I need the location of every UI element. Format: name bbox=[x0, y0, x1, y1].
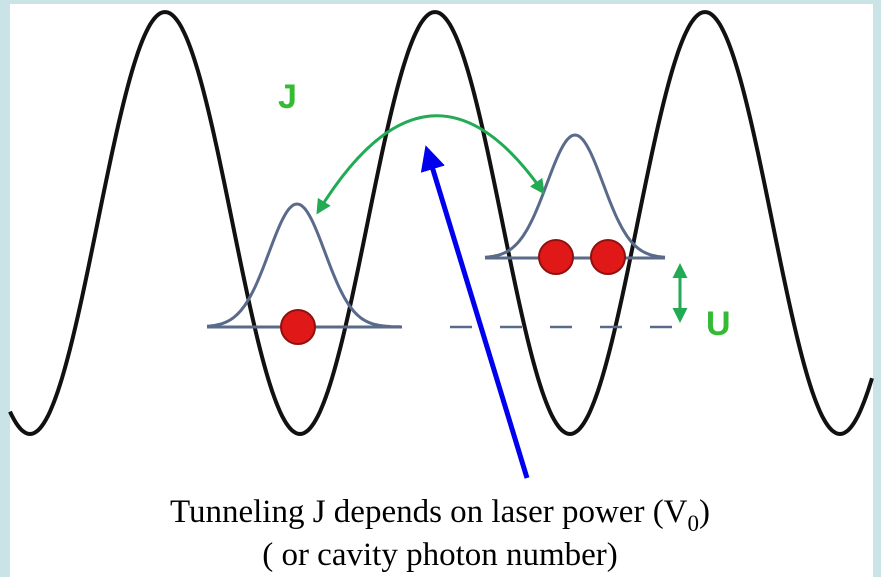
panel bbox=[10, 4, 873, 577]
pointer-arrow bbox=[420, 145, 530, 479]
tunneling-arrow bbox=[316, 114, 545, 215]
caption-text: ) bbox=[699, 494, 710, 530]
atom bbox=[590, 239, 626, 275]
caption-line-1: Tunneling J depends on laser power (V0) bbox=[170, 494, 710, 536]
wavefunction-right bbox=[484, 133, 666, 260]
caption-subscript: 0 bbox=[688, 511, 700, 536]
caption-text: Tunneling J depends on laser power (V bbox=[170, 494, 688, 530]
atom bbox=[538, 239, 574, 275]
lattice-potential bbox=[8, 10, 874, 437]
atom bbox=[280, 309, 316, 345]
caption-line-2: ( or cavity photon number) bbox=[262, 537, 618, 573]
label-u: U bbox=[706, 305, 731, 343]
label-j: J bbox=[278, 78, 297, 116]
